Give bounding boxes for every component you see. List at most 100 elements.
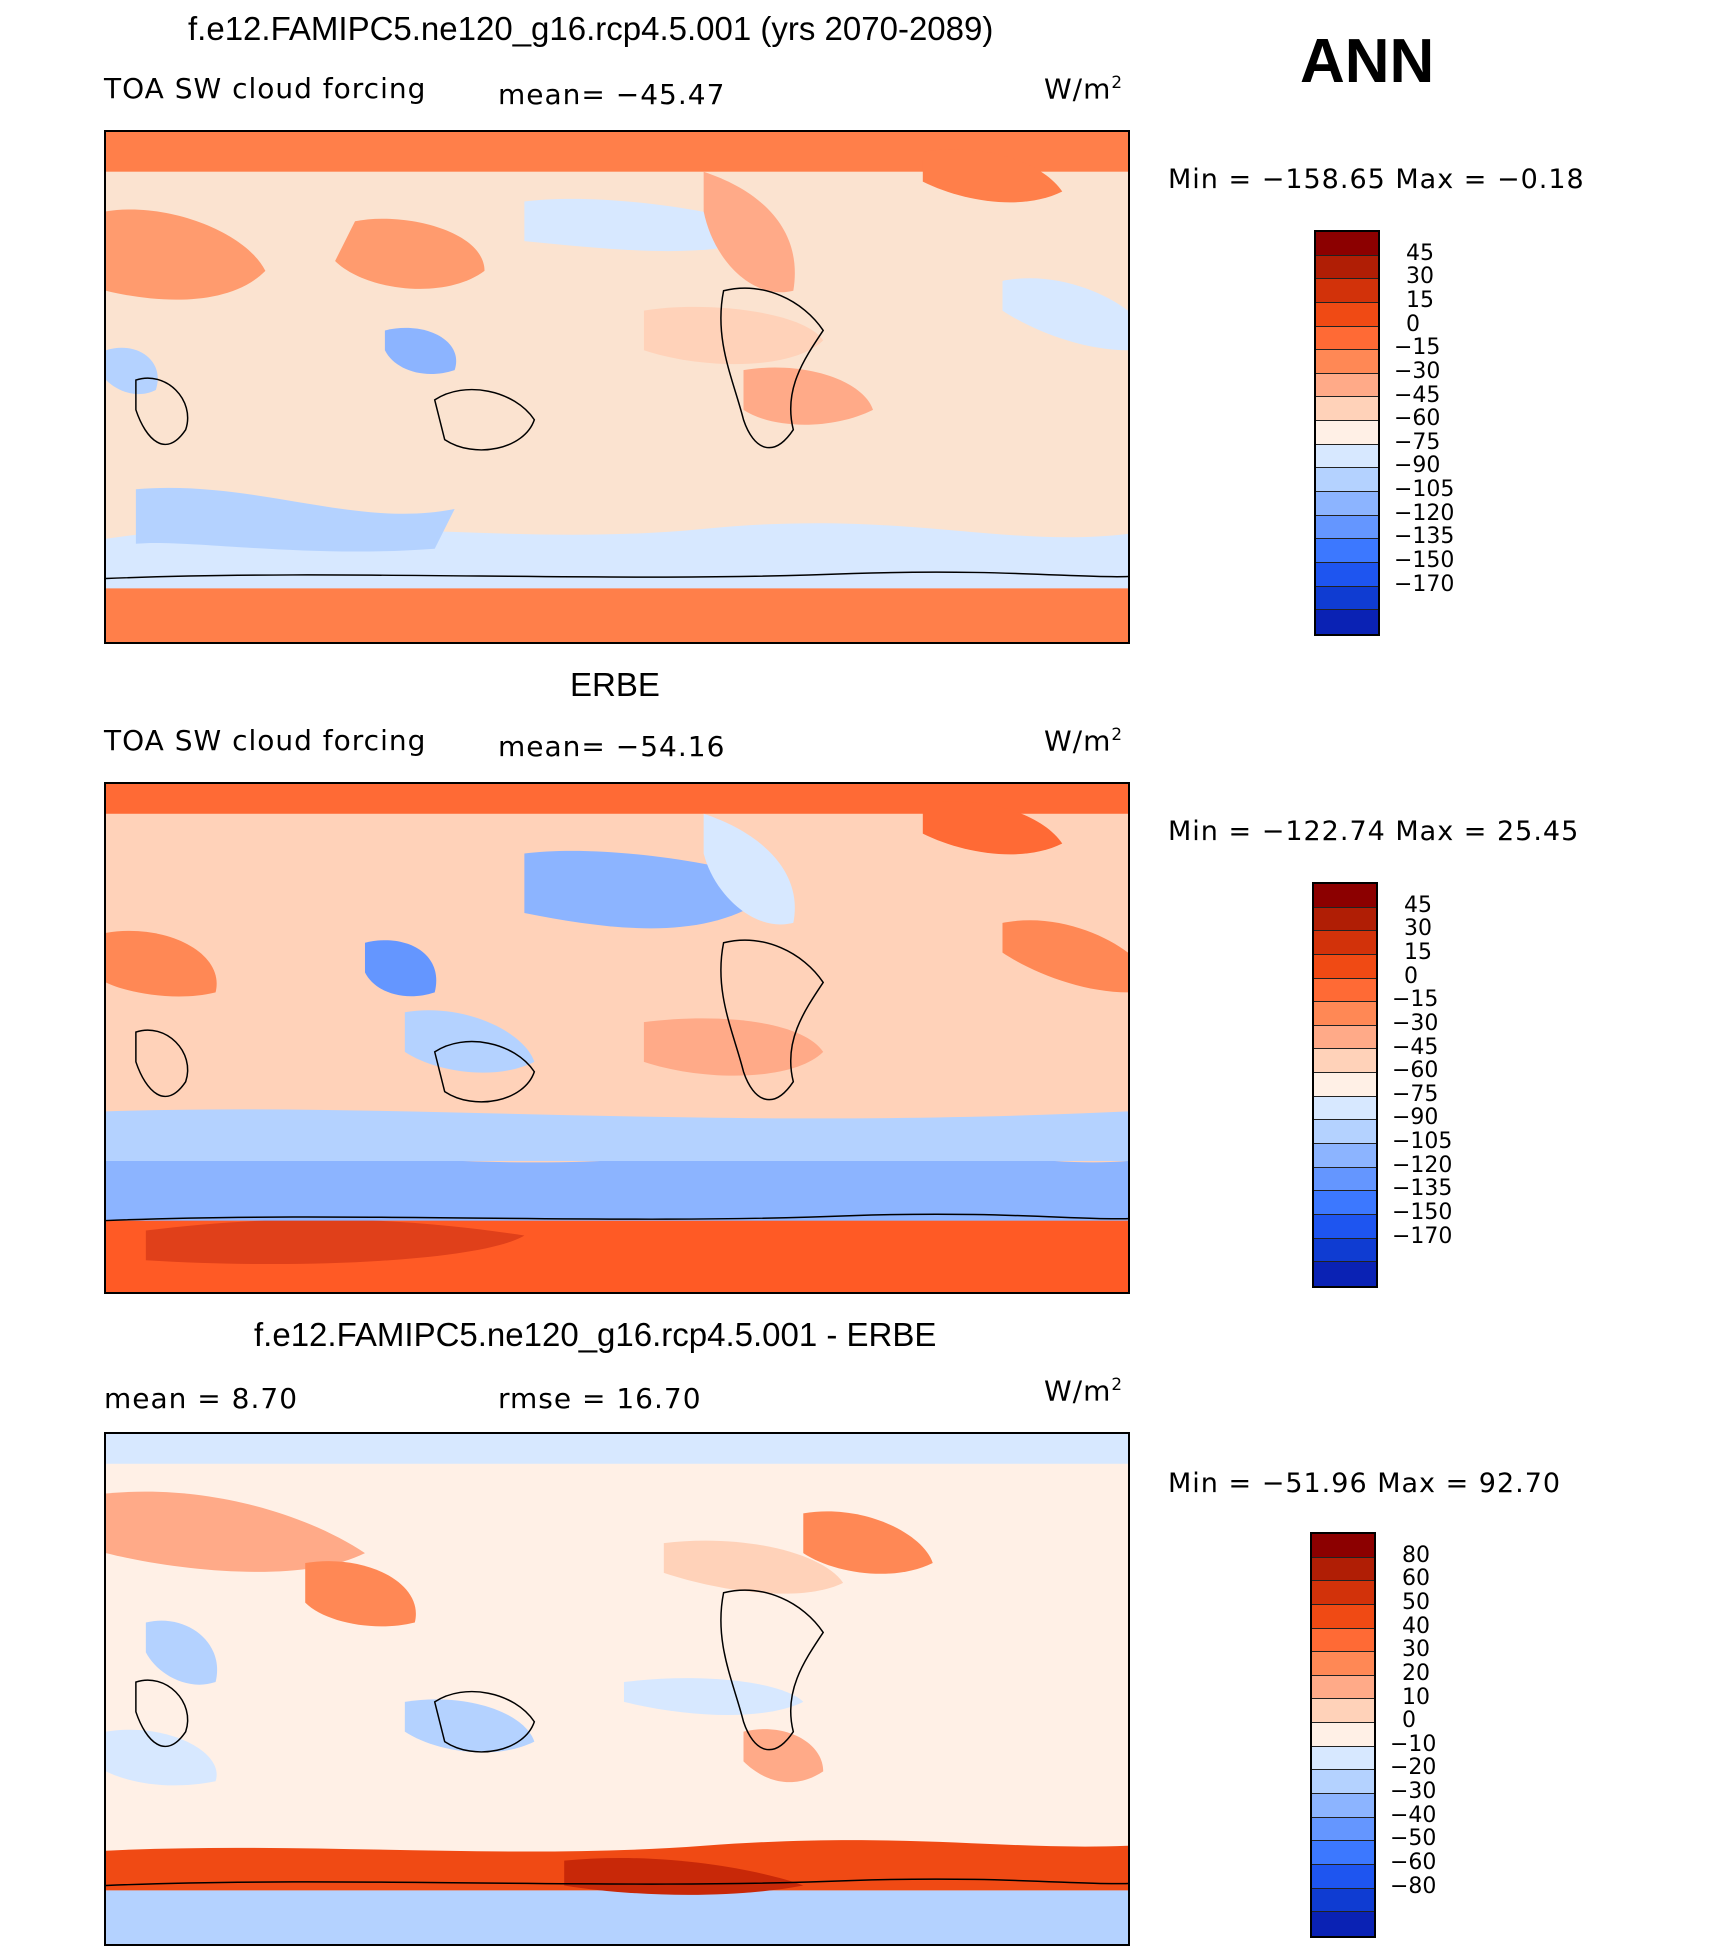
panel3-rmse: rmse = 16.70 bbox=[498, 1382, 702, 1415]
colorbar-segment bbox=[1316, 515, 1378, 540]
colorbar-segment bbox=[1312, 1864, 1374, 1889]
colorbar-segment bbox=[1316, 350, 1378, 374]
panel1-mean: mean= −45.47 bbox=[498, 78, 726, 111]
colorbar-segment bbox=[1314, 1073, 1376, 1097]
panel1-map bbox=[104, 130, 1130, 644]
colorbar-segment bbox=[1316, 255, 1378, 280]
colorbar-tick-label: −90 bbox=[1392, 1105, 1439, 1131]
panel1-minmax: Min = −158.65 Max = −0.18 bbox=[1168, 164, 1585, 195]
colorbar-segment bbox=[1316, 539, 1378, 563]
colorbar-tick-label: −120 bbox=[1394, 500, 1455, 526]
colorbar-tick-label: 10 bbox=[1402, 1684, 1430, 1710]
colorbar-tick-label: 30 bbox=[1404, 916, 1432, 942]
colorbar-tick-label: −150 bbox=[1392, 1200, 1453, 1226]
panel3-mean: mean = 8.70 bbox=[104, 1382, 299, 1415]
panel1-field-label: TOA SW cloud forcing bbox=[104, 72, 427, 105]
colorbar-segment bbox=[1314, 1120, 1376, 1145]
colorbar-segment bbox=[1314, 1167, 1376, 1192]
colorbar-tick-label: 0 bbox=[1402, 1708, 1416, 1734]
colorbar-segment bbox=[1316, 444, 1378, 469]
colorbar-segment bbox=[1314, 1025, 1376, 1050]
panel3-title: f.e12.FAMIPC5.ne120_g16.rcp4.5.001 - ERB… bbox=[254, 1316, 937, 1353]
colorbar-segment bbox=[1314, 954, 1376, 979]
colorbar-tick-label: 15 bbox=[1404, 939, 1432, 965]
colorbar-segment bbox=[1316, 373, 1378, 398]
panel2-units: W/m2 bbox=[1044, 724, 1124, 758]
colorbar-segment bbox=[1314, 1002, 1376, 1026]
colorbar-tick-label: −60 bbox=[1390, 1850, 1437, 1876]
colorbar-tick-label: −135 bbox=[1392, 1176, 1453, 1202]
panel3-units: W/m2 bbox=[1044, 1374, 1124, 1408]
panel1-colorbar bbox=[1314, 230, 1380, 636]
colorbar-tick-label: 45 bbox=[1404, 892, 1432, 918]
colorbar-tick-label: 60 bbox=[1402, 1566, 1430, 1592]
panel2-map-svg bbox=[106, 784, 1128, 1292]
colorbar-tick-label: −60 bbox=[1394, 406, 1441, 432]
colorbar-segment bbox=[1316, 421, 1378, 445]
colorbar-tick-label: 0 bbox=[1406, 311, 1420, 337]
panel3-minmax: Min = −51.96 Max = 92.70 bbox=[1168, 1468, 1562, 1499]
colorbar-tick-label: 80 bbox=[1402, 1542, 1430, 1568]
colorbar-tick-label: −135 bbox=[1394, 524, 1455, 550]
colorbar-tick-label: 0 bbox=[1404, 963, 1418, 989]
season-label: ANN bbox=[1300, 27, 1435, 96]
colorbar-segment bbox=[1312, 1675, 1374, 1700]
colorbar-tick-label: −50 bbox=[1390, 1826, 1437, 1852]
colorbar-segment bbox=[1312, 1770, 1374, 1795]
colorbar-segment bbox=[1314, 1144, 1376, 1168]
colorbar-tick-label: −170 bbox=[1392, 1223, 1453, 1249]
colorbar-segment bbox=[1314, 1049, 1376, 1074]
colorbar-tick-label: 30 bbox=[1406, 264, 1434, 290]
panel2-mean: mean= −54.16 bbox=[498, 730, 726, 763]
colorbar-tick-label: −60 bbox=[1392, 1058, 1439, 1084]
panel1-map-svg bbox=[106, 132, 1128, 642]
colorbar-segment bbox=[1312, 1794, 1374, 1818]
colorbar-segment bbox=[1312, 1628, 1374, 1653]
colorbar-segment bbox=[1314, 1238, 1376, 1263]
colorbar-tick-label: 20 bbox=[1402, 1660, 1430, 1686]
colorbar-segment bbox=[1314, 978, 1376, 1003]
panel1-units: W/m2 bbox=[1044, 72, 1124, 106]
panel2-title: ERBE bbox=[570, 666, 660, 703]
colorbar-tick-label: −10 bbox=[1390, 1731, 1437, 1757]
colorbar-tick-label: 45 bbox=[1406, 240, 1434, 266]
colorbar-tick-label: −30 bbox=[1394, 358, 1441, 384]
colorbar-segment bbox=[1312, 1912, 1374, 1936]
colorbar-tick-label: −150 bbox=[1394, 548, 1455, 574]
colorbar-tick-label: −20 bbox=[1390, 1755, 1437, 1781]
panel3-colorbar-labels: 80 60 50 40 30 20 10 0 −10 −20 −30 −40 −50 −60 −80 bbox=[1390, 1532, 1510, 1938]
colorbar-segment bbox=[1312, 1557, 1374, 1582]
colorbar-tick-label: −75 bbox=[1394, 429, 1441, 455]
colorbar-segment bbox=[1314, 1191, 1376, 1215]
panel3-map bbox=[104, 1432, 1130, 1946]
colorbar-segment bbox=[1314, 931, 1376, 955]
colorbar-segment bbox=[1316, 326, 1378, 351]
panel1-title: f.e12.FAMIPC5.ne120_g16.rcp4.5.001 (yrs … bbox=[188, 10, 994, 47]
colorbar-tick-label: −30 bbox=[1390, 1779, 1437, 1805]
colorbar-tick-label: −80 bbox=[1390, 1873, 1437, 1899]
colorbar-segment bbox=[1316, 492, 1378, 516]
colorbar-segment bbox=[1316, 562, 1378, 587]
colorbar-segment bbox=[1316, 397, 1378, 422]
colorbar-tick-label: 50 bbox=[1402, 1589, 1430, 1615]
colorbar-segment bbox=[1312, 1723, 1374, 1747]
colorbar-segment bbox=[1312, 1699, 1374, 1724]
colorbar-segment bbox=[1314, 1214, 1376, 1239]
colorbar-segment bbox=[1316, 302, 1378, 327]
colorbar-tick-label: −120 bbox=[1392, 1152, 1453, 1178]
colorbar-segment bbox=[1314, 1262, 1376, 1286]
colorbar-tick-label: 15 bbox=[1406, 287, 1434, 313]
panel3-colorbar bbox=[1310, 1532, 1376, 1938]
colorbar-tick-label: −105 bbox=[1392, 1129, 1453, 1155]
panel2-map bbox=[104, 782, 1130, 1294]
colorbar-segment bbox=[1312, 1841, 1374, 1865]
colorbar-segment bbox=[1316, 232, 1378, 256]
colorbar-segment bbox=[1314, 884, 1376, 908]
colorbar-tick-label: 40 bbox=[1402, 1613, 1430, 1639]
colorbar-segment bbox=[1312, 1604, 1374, 1629]
panel2-colorbar-labels: 45 30 15 0 −15 −30 −45 −60 −75 −90 −105 −120 −135 −15… bbox=[1392, 882, 1512, 1288]
panel2-colorbar bbox=[1312, 882, 1378, 1288]
panel2-minmax: Min = −122.74 Max = 25.45 bbox=[1168, 816, 1580, 847]
colorbar-tick-label: −30 bbox=[1392, 1010, 1439, 1036]
colorbar-tick-label: −40 bbox=[1390, 1802, 1437, 1828]
